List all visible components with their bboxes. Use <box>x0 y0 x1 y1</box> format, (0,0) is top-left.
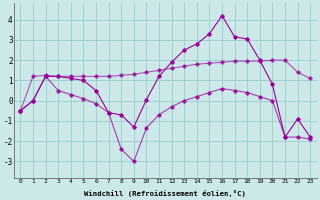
X-axis label: Windchill (Refroidissement éolien,°C): Windchill (Refroidissement éolien,°C) <box>84 190 246 197</box>
